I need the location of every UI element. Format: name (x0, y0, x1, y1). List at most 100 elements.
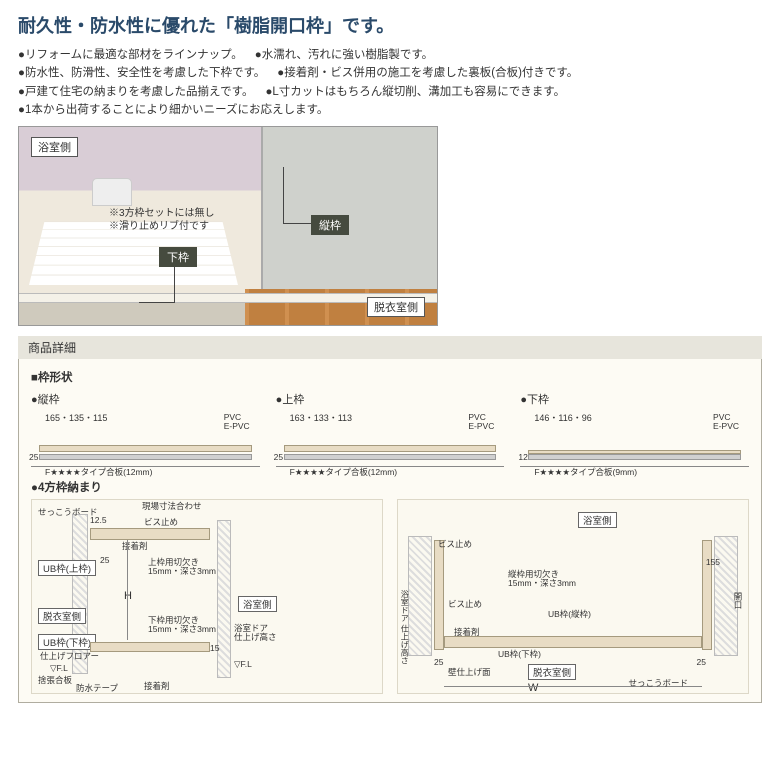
profile-top: ●上枠 163・133・113 PVCE-PVC 25 F★★★★タイプ合板(1… (276, 391, 505, 467)
label: せっこうボード (628, 679, 688, 689)
label: UB枠(下枠) (498, 650, 541, 660)
ply-bar (528, 454, 741, 460)
profile-drawing: 163・133・113 PVCE-PVC 25 F★★★★タイプ合板(12mm) (276, 411, 505, 467)
page-title: 耐久性・防水性に優れた「樹脂開口枠」です。 (18, 12, 762, 38)
notch: 縦枠用切欠き 15mm・深さ3mm (508, 570, 576, 590)
label: 接着剤 (122, 542, 148, 552)
plan-view: 浴室側 縦枠用切欠き 15mm・深さ3mm UB枠(縦枠) 接着剤 UB枠(下枠… (397, 499, 749, 694)
profile-label: ●上枠 (276, 391, 505, 407)
dressing-side-label: 脱衣室側 (367, 297, 425, 317)
dim: 25 (274, 452, 283, 462)
label: ▽F.L (50, 664, 68, 674)
pvc-bar (284, 445, 497, 452)
note-line: ※滑り止めリブ付です (109, 220, 215, 234)
material: PVCE-PVC (713, 413, 739, 433)
dim: 15 (210, 644, 219, 654)
bottom-frame-label: 下枠 (159, 247, 197, 267)
door-note: 浴室ドア 仕上げ高さ (234, 624, 277, 644)
notch: 下枠用切欠き 15mm・深さ3mm (148, 616, 216, 636)
dim: 12.5 (90, 516, 107, 526)
bullet: ●L寸カットはもちろん縦切削、溝加工も容易にできます。 (265, 83, 565, 101)
label: 接着剤 (454, 628, 480, 638)
callout-line (283, 223, 311, 224)
section-heading: 商品詳細 (18, 336, 762, 359)
label: 開口 (732, 592, 742, 609)
dim: 25 (29, 452, 38, 462)
label: 壁仕上げ面 (448, 668, 491, 678)
profile-drawing: 146・116・96 PVCE-PVC 12 F★★★★タイプ合板(9mm) (520, 411, 749, 467)
bath-stool (92, 178, 132, 206)
top-frame-piece (90, 528, 210, 540)
footnote: F★★★★タイプ合板(9mm) (534, 466, 637, 478)
footnote: F★★★★タイプ合板(12mm) (45, 466, 152, 478)
label: 防水テープ (76, 684, 118, 694)
label-box: 浴室側 (578, 512, 617, 528)
dim: 12 (518, 452, 527, 462)
ply-bar (284, 454, 497, 460)
bullet: ●水濡れ、汚れに強い樹脂製です。 (255, 46, 433, 64)
label: ビス止め (144, 518, 178, 528)
wall-hatch (72, 514, 88, 674)
bullet: ●接着剤・ビス併用の施工を考慮した裏板(合板)付きです。 (277, 64, 578, 82)
profile-label: ●下枠 (520, 391, 749, 407)
note: 現場寸法合わせ (142, 502, 202, 512)
label: ビス止め (448, 600, 482, 610)
label: ▽F.L (234, 660, 252, 670)
bullet: ●リフォームに最適な部材をラインナップ。 (18, 46, 243, 64)
dim: 25 (697, 658, 706, 668)
profile-vertical: ●縦枠 165・135・115 PVCE-PVC 25 F★★★★タイプ合板(1… (31, 391, 260, 467)
vert-frame-left (434, 540, 444, 650)
profile-bottom: ●下枠 146・116・96 PVCE-PVC 12 F★★★★タイプ合板(9m… (520, 391, 749, 467)
hero-note: ※3方枠セットには無し ※滑り止めリブ付です (109, 207, 215, 234)
profile-drawing: 165・135・115 PVCE-PVC 25 F★★★★タイプ合板(12mm) (31, 411, 260, 467)
wall-hatch (217, 520, 231, 678)
dim: 163・133・113 (290, 411, 352, 424)
callout-line (283, 167, 284, 223)
dim: 155 (706, 558, 720, 568)
label-box: 脱衣室側 (528, 664, 576, 680)
dim: 146・116・96 (534, 411, 591, 424)
hero-diagram: 浴室側 ※3方枠セットには無し ※滑り止めリブ付です 下枠 縦枠 脱衣室側 (18, 126, 438, 326)
dim-line (127, 540, 128, 640)
notch: 上枠用切欠き 15mm・深さ3mm (148, 558, 216, 578)
label: 仕上げフロアー (40, 652, 99, 662)
dim: W (528, 682, 538, 695)
material: PVCE-PVC (224, 413, 250, 433)
label-box: 脱衣室側 (38, 608, 86, 624)
dim: 25 (434, 658, 443, 668)
material: PVCE-PVC (468, 413, 494, 433)
label: せっこうボード (38, 508, 98, 518)
callout-line (174, 267, 175, 303)
label: UB枠(縦枠) (548, 610, 591, 620)
profile-row: ●縦枠 165・135・115 PVCE-PVC 25 F★★★★タイプ合板(1… (31, 391, 749, 467)
label: 接着剤 (144, 682, 170, 692)
vertical-frame-label: 縦枠 (311, 215, 349, 235)
ply-bar (39, 454, 252, 460)
label-box: UB枠(下枠) (38, 634, 96, 650)
footnote: F★★★★タイプ合板(12mm) (290, 466, 397, 478)
callout-line (139, 302, 175, 303)
bullet: ●戸建て住宅の納まりを考慮した品揃えです。 (18, 83, 253, 101)
bottom-frame-plan (444, 636, 702, 648)
dim: 25 (100, 556, 109, 566)
wall-hatch (408, 536, 432, 656)
note-line: ※3方枠セットには無し (109, 207, 215, 221)
bullet: ●1本から出荷することにより細かいニーズにお応えします。 (18, 101, 328, 119)
label-box: UB枠(上枠) (38, 560, 96, 576)
section-view: 現場寸法合わせ せっこうボード 12.5 ビス止め 接着剤 UB枠(上枠) 上枠… (31, 499, 383, 694)
shape-heading: ■枠形状 (31, 369, 749, 385)
detail-panel: ■枠形状 ●縦枠 165・135・115 PVCE-PVC 25 F★★★★タイ… (18, 359, 762, 703)
bullet: ●防水性、防滑性、安全性を考慮した下枠です。 (18, 64, 265, 82)
pvc-bar (39, 445, 252, 452)
dim: 165・135・115 (45, 411, 107, 424)
feature-bullets: ●リフォームに最適な部材をラインナップ。 ●水濡れ、汚れに強い樹脂製です。 ●防水… (18, 46, 762, 120)
profile-label: ●縦枠 (31, 391, 260, 407)
label: 浴室ドア 仕上げ高さ (400, 590, 409, 664)
assembly-heading: ●4方枠納まり (31, 479, 749, 495)
label: ビス止め (438, 540, 472, 550)
label-box: 浴室側 (238, 596, 277, 612)
assembly-row: 現場寸法合わせ せっこうボード 12.5 ビス止め 接着剤 UB枠(上枠) 上枠… (31, 499, 749, 694)
bath-side-label: 浴室側 (31, 137, 78, 157)
bottom-frame-piece (90, 642, 210, 652)
label: 捨張合板 (38, 676, 72, 686)
